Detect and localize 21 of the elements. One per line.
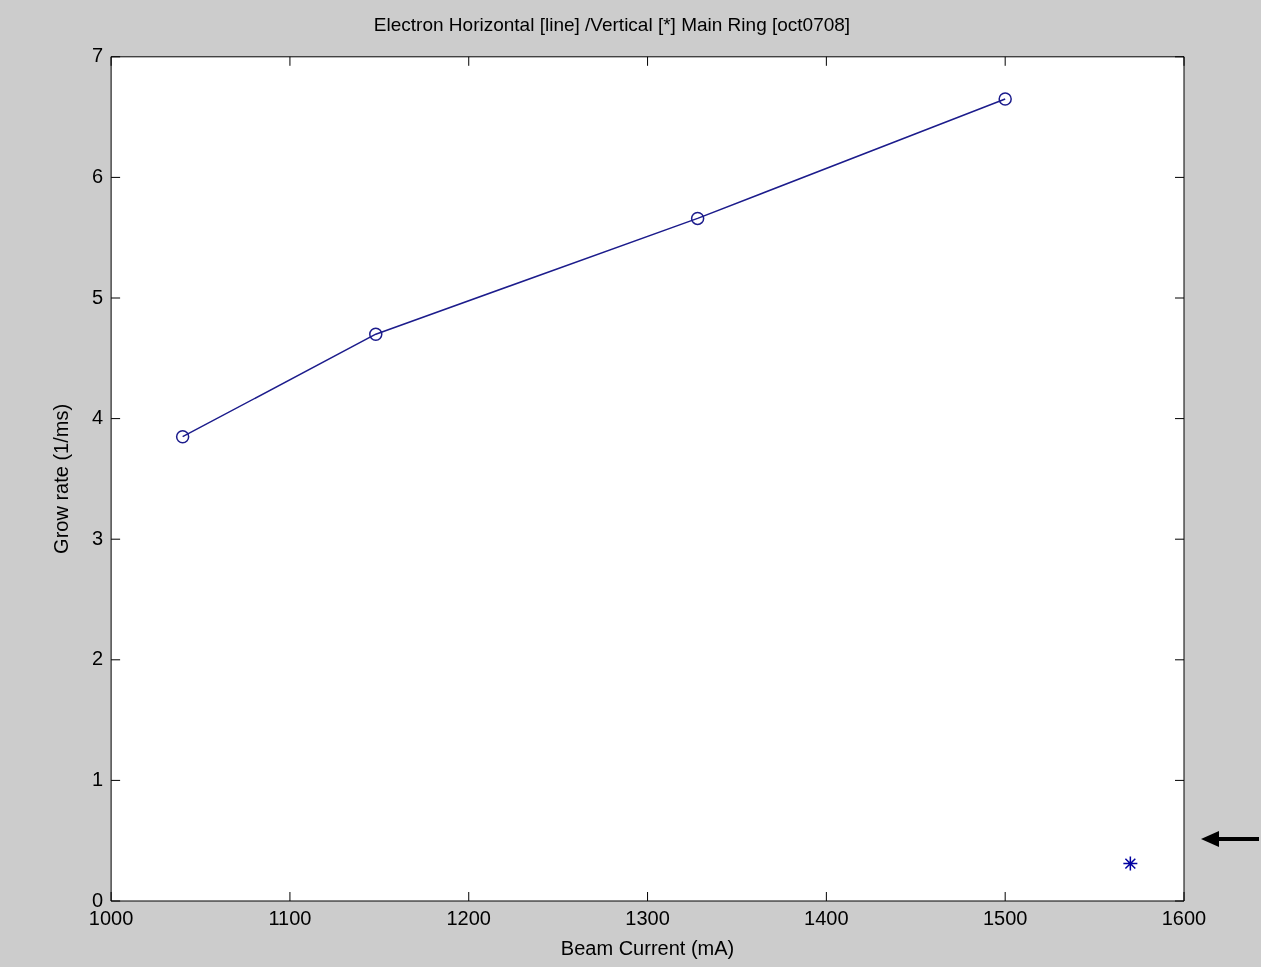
chart-title: Electron Horizontal [line] /Vertical [*] Main Ring [oct0708] xyxy=(373,13,851,35)
point xyxy=(690,211,705,226)
x-tick-label: 1500 xyxy=(982,906,1028,929)
x-tick-label: 1200 xyxy=(446,906,491,929)
y-axis-title: Grow rate (1/ms) xyxy=(49,403,72,554)
point xyxy=(998,92,1012,106)
point xyxy=(1122,855,1139,872)
x-tick-label: 1100 xyxy=(268,906,312,929)
y-tick-label: 4 xyxy=(92,406,104,429)
x-tick-label: 1600 xyxy=(1161,906,1207,929)
y-tick-label: 3 xyxy=(92,526,104,549)
x-tick-label: 1300 xyxy=(625,906,670,929)
y-tick-label: 2 xyxy=(92,647,104,670)
x-axis-title: Beam Current (mA) xyxy=(560,936,735,959)
y-tick-label: 1 xyxy=(92,767,104,790)
y-tick-label: 5 xyxy=(92,285,104,308)
y-tick-label: 7 xyxy=(92,44,104,67)
point xyxy=(175,429,190,444)
x-tick-label: 1400 xyxy=(804,906,849,929)
point xyxy=(369,327,383,341)
y-tick-label: 6 xyxy=(92,164,104,187)
